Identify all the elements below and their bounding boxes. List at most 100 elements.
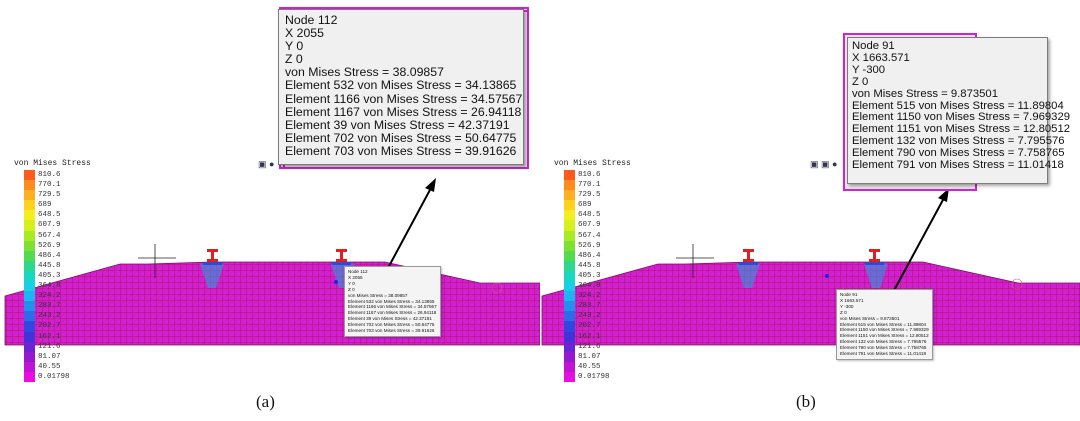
tooltip-line: von Mises Stress = 9.873501 <box>852 87 998 100</box>
legend-label: 770.1 <box>38 181 61 190</box>
tooltip-line: Node 91 <box>840 292 858 297</box>
tooltip-line: von Mises Stress = 9.873501 <box>840 315 900 321</box>
legend-swatch <box>24 270 35 282</box>
legend-swatch <box>24 331 35 342</box>
tooltip-line: X 1663.571 <box>852 51 910 64</box>
tooltip-line: Element 1150 von Mises Stress = 7.969329 <box>852 111 1071 124</box>
tooltip-line: Node 112 <box>285 13 338 27</box>
legend-swatch <box>24 301 35 312</box>
legend-swatch <box>564 301 575 312</box>
legend-label: 445.8 <box>38 261 61 270</box>
tooltip-line: Element 132 von Mises Stress = 7.795576 <box>840 339 927 345</box>
tooltip-line: Element 532 von Mises Stress = 34.13865 <box>348 298 435 304</box>
node-marker <box>825 274 829 278</box>
legend-swatch <box>564 291 575 302</box>
legend-swatch <box>24 260 35 271</box>
tooltip-line: Element 790 von Mises Stress = 7.758765 <box>840 345 927 351</box>
legend-swatch <box>564 220 575 231</box>
legend-label: 648.5 <box>38 211 61 220</box>
panel-a: von Mises Stress 810.6 770.1 729.5 689 648.5… <box>4 7 540 411</box>
legend-swatch <box>564 180 575 191</box>
view-toolbar-icons[interactable]: ▣ ▣ ● <box>810 159 838 169</box>
tooltip-line: Z 0 <box>348 286 355 292</box>
legend-swatch <box>564 210 575 221</box>
tooltip-line: Node 91 <box>852 40 895 52</box>
tooltip-line: X 2055 <box>348 274 363 280</box>
fe-mesh <box>541 188 1080 346</box>
legend-label: 526.9 <box>578 241 601 250</box>
legend-label: 405.3 <box>578 271 601 280</box>
legend-label: 0.01798 <box>38 372 70 381</box>
tooltip-line: Element 515 von Mises Stress = 11.89804 <box>852 99 1064 112</box>
node-marker <box>334 280 338 284</box>
rail-left <box>739 249 758 265</box>
tooltip-line: Element 532 von Mises Stress = 34.13865 <box>285 78 517 93</box>
tooltip-line: X 1663.571 <box>840 297 864 303</box>
legend-swatch <box>24 220 35 231</box>
legend-swatch <box>24 240 35 251</box>
legend-label: 324.2 <box>578 292 601 301</box>
legend-label: 607.9 <box>38 221 61 230</box>
legend-label: 770.1 <box>578 181 601 190</box>
legend-swatch <box>564 341 575 352</box>
tooltip-line: von Mises Stress = 38.09857 <box>285 65 444 80</box>
legend-label: 243.2 <box>578 312 601 321</box>
legend-label: 567.4 <box>578 231 601 240</box>
tooltip-line: Element 703 von Mises Stress = 39.91626 <box>285 143 517 158</box>
node-tooltip-small: Node 91 X 1663.571 Y -300 Z 0 von Mises Stre… <box>836 289 933 360</box>
tooltip-line: Y 0 <box>348 280 355 286</box>
legend-label: 648.5 <box>578 211 601 220</box>
legend-label: 567.4 <box>38 231 61 240</box>
legend-label: 526.9 <box>38 241 61 250</box>
legend-swatch <box>24 180 35 191</box>
legend-swatch <box>564 260 575 271</box>
tooltip-line: Z 0 <box>840 309 847 315</box>
tooltip-line: Element 702 von Mises Stress = 50.64775 <box>285 130 517 145</box>
legend-swatch <box>564 361 575 372</box>
legend-swatch <box>564 170 575 181</box>
legend-swatch <box>24 250 35 261</box>
tooltip-line: Node 112 <box>348 269 368 274</box>
crosshair <box>138 244 176 278</box>
legend-label: 202.7 <box>578 322 601 331</box>
legend-label: 324.2 <box>38 292 61 301</box>
legend-label: 283.7 <box>578 302 601 311</box>
tooltip-line: Z 0 <box>852 75 869 88</box>
legend-label: 283.7 <box>38 302 61 311</box>
legend-swatch <box>24 371 35 382</box>
tooltip-line: Element 39 von Mises Stress = 42.37191 <box>285 117 510 132</box>
legend-swatch <box>24 170 35 181</box>
legend-title: von Mises Stress <box>554 159 631 168</box>
legend-swatch <box>24 321 35 332</box>
legend-swatch <box>564 311 575 322</box>
legend-label: 405.3 <box>38 271 61 280</box>
legend-swatch <box>564 321 575 332</box>
legend-label: 364.8 <box>578 282 601 291</box>
tooltip-line: Element 132 von Mises Stress = 7.795576 <box>852 135 1065 148</box>
tooltip-line: Element 791 von Mises Stress = 11.01418 <box>852 159 1064 172</box>
crosshair <box>676 244 714 278</box>
legend-swatch <box>564 250 575 261</box>
legend-label: 486.4 <box>578 251 601 260</box>
tooltip-line: Element 702 von Mises Stress = 50.64775 <box>348 322 435 328</box>
tooltip-line: Z 0 <box>285 52 303 67</box>
rail-left <box>203 249 222 265</box>
legend-swatch <box>24 361 35 372</box>
legend-swatch <box>564 281 575 292</box>
legend-swatch <box>24 291 35 302</box>
legend-label: 40.55 <box>38 362 61 371</box>
legend-label: 729.5 <box>38 191 61 200</box>
legend-label: 445.8 <box>578 261 601 270</box>
legend-swatch <box>24 200 35 211</box>
legend-swatch <box>24 190 35 201</box>
view-toolbar-icons[interactable]: ▣ ● <box>258 159 275 169</box>
legend-swatch <box>564 230 575 241</box>
tooltip-line: Element 1150 von Mises Stress = 7.969329 <box>840 327 929 333</box>
legend-label: 729.5 <box>578 191 601 200</box>
legend-label: 689 <box>38 201 52 210</box>
tooltip-line: Element 791 von Mises Stress = 11.01418 <box>840 351 927 357</box>
rail-right <box>865 249 884 265</box>
legend-label: 162.1 <box>578 332 601 341</box>
legend-label: 162.1 <box>38 332 61 341</box>
legend-label: 81.07 <box>38 352 61 361</box>
